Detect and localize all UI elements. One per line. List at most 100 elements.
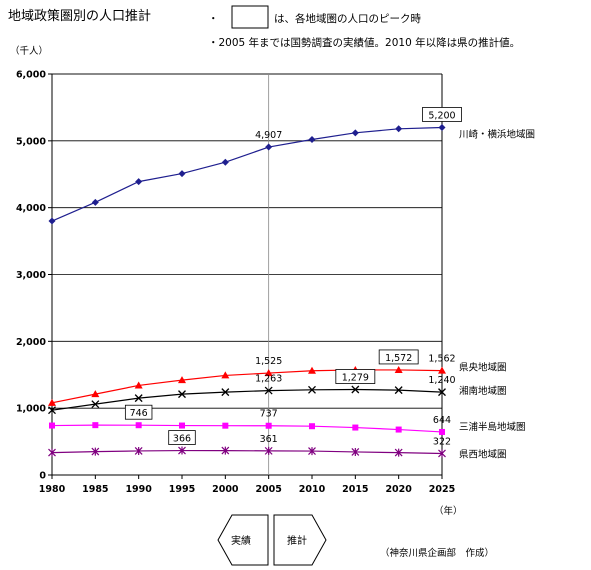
- data-label: 644: [433, 415, 451, 426]
- legend-bullet: ・: [208, 13, 219, 25]
- data-point: [221, 371, 230, 379]
- data-point: [308, 366, 316, 374]
- y-tick-label: 4,000: [16, 203, 46, 214]
- estimate-arrow: 推計: [273, 514, 327, 566]
- x-tick-label: 1980: [39, 484, 66, 495]
- data-point: [48, 406, 56, 415]
- series-markers: [48, 123, 446, 458]
- peak-legend-box: [231, 5, 269, 29]
- data-point: [135, 178, 143, 186]
- chart-title: 地域政策圏別の人口推計: [8, 8, 151, 24]
- y-tick-label: 1,000: [16, 404, 46, 415]
- peak-legend-text: は、各地域圏の人口のピーク時: [274, 12, 421, 25]
- data-label: 361: [260, 434, 278, 445]
- data-point: [221, 388, 230, 397]
- actual-arrow-label: 実績: [231, 534, 251, 547]
- series-label: 県西地域圏: [459, 448, 507, 460]
- x-tick-label: 2010: [299, 484, 326, 495]
- data-point: [179, 422, 185, 429]
- y-tick-label: 2,000: [16, 337, 46, 348]
- data-point: [351, 129, 359, 137]
- y-tick-label: 0: [39, 471, 46, 482]
- estimate-arrow-label: 推計: [287, 534, 307, 547]
- series-label: 三浦半島地域圏: [459, 421, 526, 433]
- actual-arrow: 実績: [217, 514, 269, 566]
- peak-box: [378, 349, 419, 365]
- data-point: [178, 390, 186, 399]
- series-lines: [51, 126, 443, 455]
- data-point: [134, 381, 143, 389]
- y-tick-label: 3,000: [16, 270, 46, 281]
- data-point: [134, 394, 143, 403]
- x-tick-label: 2005: [255, 484, 281, 495]
- data-point: [178, 376, 186, 384]
- series-line: [51, 388, 443, 411]
- x-tick-label: 1985: [82, 484, 108, 495]
- x-tick-label: 1995: [169, 484, 195, 495]
- data-point: [394, 386, 403, 395]
- series-line: [51, 424, 443, 433]
- data-point: [395, 125, 403, 133]
- series-label: 県央地域圏: [459, 362, 507, 374]
- data-point: [91, 400, 100, 409]
- data-point: [438, 123, 446, 131]
- data-point: [178, 170, 186, 178]
- series-label: 川崎・横浜地域圏: [459, 128, 535, 140]
- peak-box: [168, 430, 196, 445]
- data-label: 1,240: [428, 375, 455, 386]
- data-point: [178, 446, 186, 455]
- source-note: ・2005 年までは国勢調査の実績値。2010 年以降は県の推計値。: [208, 36, 520, 49]
- series-line: [51, 369, 443, 404]
- data-label: 366: [173, 434, 191, 445]
- x-tick-label: 1990: [125, 484, 152, 495]
- y-tick-label: 6,000: [16, 70, 46, 81]
- data-label: 1,263: [255, 374, 282, 385]
- data-label: 1,525: [255, 356, 282, 367]
- peak-box: [422, 107, 462, 122]
- data-label: 1,279: [342, 373, 369, 384]
- data-point: [135, 422, 142, 429]
- data-point: [264, 369, 273, 377]
- y-tick-label: 5,000: [16, 136, 46, 147]
- peak-box: [124, 404, 153, 420]
- data-labels: 4,907 5,200 1,525 1,572 1,562 1,263 1,279 1,240…: [124, 107, 462, 447]
- data-label: 5,200: [428, 110, 455, 121]
- data-point: [352, 424, 359, 431]
- data-label: 322: [433, 436, 451, 447]
- data-point: [91, 198, 99, 206]
- data-point: [222, 422, 229, 429]
- data-point: [264, 446, 273, 455]
- data-point: [92, 422, 99, 429]
- y-axis-unit: （千人）: [10, 45, 48, 57]
- data-label: 1,562: [428, 354, 455, 365]
- data-point: [394, 448, 403, 457]
- data-point: [351, 385, 360, 394]
- data-point: [438, 366, 446, 374]
- data-point: [395, 426, 402, 433]
- series-line: [51, 126, 443, 222]
- data-point: [438, 388, 446, 397]
- data-point: [438, 449, 446, 458]
- data-label: 737: [260, 409, 278, 420]
- x-tick-label: 2015: [342, 484, 368, 495]
- data-point: [91, 447, 100, 456]
- data-point: [48, 398, 56, 406]
- y-tick-labels: 0 1,000 2,000 3,000 4,000 5,000 6,000: [16, 70, 46, 482]
- data-point: [265, 422, 272, 429]
- peak-box: [335, 369, 376, 384]
- gridlines: [48, 73, 443, 479]
- x-tick-label: 2000: [212, 484, 239, 495]
- credit: （神奈川県企画部 作成）: [380, 547, 494, 559]
- data-point: [308, 385, 316, 394]
- data-point: [91, 390, 100, 398]
- data-point: [49, 422, 55, 429]
- data-point: [264, 386, 273, 395]
- data-label: 746: [130, 408, 148, 419]
- data-point: [221, 446, 230, 455]
- data-label: 1,572: [385, 353, 412, 364]
- x-axis-unit: （年）: [434, 505, 463, 517]
- data-point: [48, 448, 56, 457]
- data-point: [48, 217, 56, 225]
